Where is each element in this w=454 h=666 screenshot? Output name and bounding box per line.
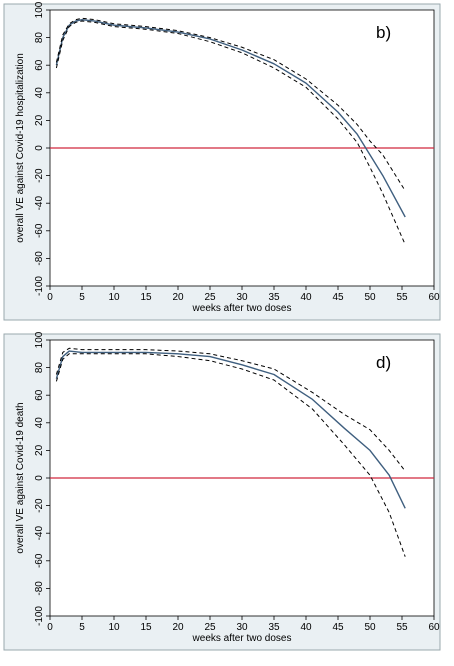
x-tick-label: 45 <box>332 622 344 633</box>
y-tick-label: 20 <box>34 114 45 126</box>
y-tick-label: -80 <box>34 251 45 266</box>
x-tick-label: 5 <box>79 622 85 633</box>
y-tick-label: 100 <box>34 331 45 348</box>
x-tick-label: 50 <box>364 292 376 303</box>
y-tick-label: 40 <box>34 87 45 99</box>
x-tick-label: 40 <box>300 622 312 633</box>
y-tick-label: -60 <box>34 223 45 238</box>
x-tick-label: 25 <box>204 292 216 303</box>
series-lower-ci-line <box>55 20 406 245</box>
x-tick-label: 25 <box>204 622 216 633</box>
x-tick-label: 40 <box>300 292 312 303</box>
x-tick-label: 35 <box>268 622 280 633</box>
x-tick-label: 35 <box>268 292 280 303</box>
x-axis-label: weeks after two doses <box>192 633 292 644</box>
series-estimate-line <box>55 18 406 218</box>
y-tick-label: -20 <box>34 498 45 513</box>
y-tick-label: -60 <box>34 553 45 568</box>
x-tick-label: 30 <box>236 622 248 633</box>
y-tick-label: 40 <box>34 417 45 429</box>
panel-label: b) <box>376 23 391 42</box>
x-tick-label: 10 <box>108 292 120 303</box>
y-tick-label: 100 <box>34 1 45 18</box>
x-tick-label: 0 <box>47 292 53 303</box>
y-tick-label: -100 <box>34 606 45 626</box>
x-tick-label: 45 <box>332 292 344 303</box>
series-upper-ci-line <box>55 17 406 192</box>
panel-label: d) <box>376 353 391 372</box>
y-axis-label: overall VE against Covid-19 death <box>15 402 26 553</box>
y-tick-label: 80 <box>34 32 45 44</box>
series-lower-ci-line <box>55 353 406 557</box>
y-tick-label: 60 <box>34 59 45 71</box>
y-tick-label: -100 <box>34 276 45 296</box>
x-tick-label: 20 <box>172 622 184 633</box>
x-axis-label: weeks after two doses <box>192 303 292 314</box>
y-tick-label: -80 <box>34 581 45 596</box>
x-tick-label: 55 <box>396 622 408 633</box>
x-tick-label: 60 <box>428 292 440 303</box>
x-tick-label: 20 <box>172 292 184 303</box>
y-tick-label: 80 <box>34 362 45 374</box>
x-tick-label: 15 <box>140 292 152 303</box>
x-tick-label: 60 <box>428 622 440 633</box>
series-upper-ci-line <box>55 347 406 472</box>
y-tick-label: 0 <box>34 475 45 481</box>
x-tick-label: 10 <box>108 622 120 633</box>
y-tick-label: -20 <box>34 168 45 183</box>
x-tick-label: 15 <box>140 622 152 633</box>
y-tick-label: 20 <box>34 444 45 456</box>
y-tick-label: -40 <box>34 196 45 211</box>
y-axis-label: overall VE against Covid-19 hospitalizat… <box>15 53 26 243</box>
x-tick-label: 5 <box>79 292 85 303</box>
x-tick-label: 30 <box>236 292 248 303</box>
y-tick-label: 60 <box>34 389 45 401</box>
x-tick-label: 0 <box>47 622 53 633</box>
x-tick-label: 55 <box>396 292 408 303</box>
series-estimate-line <box>55 350 406 509</box>
y-tick-label: 0 <box>34 145 45 151</box>
y-tick-label: -40 <box>34 526 45 541</box>
x-tick-label: 50 <box>364 622 376 633</box>
